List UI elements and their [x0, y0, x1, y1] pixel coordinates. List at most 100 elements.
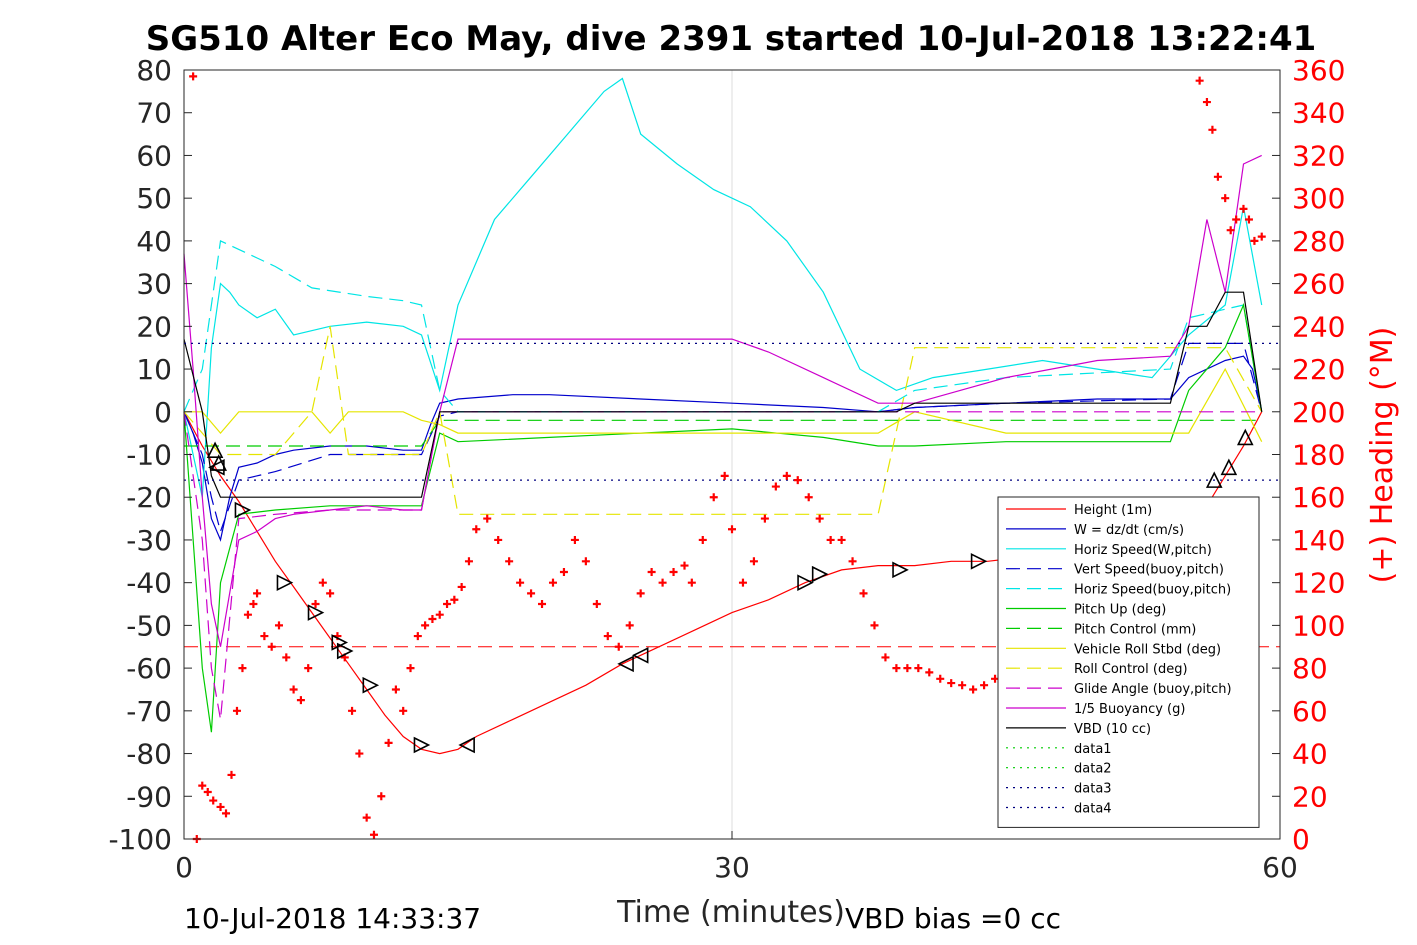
heading-point — [548, 578, 557, 587]
right-tick-label: 80 — [1292, 652, 1328, 685]
heading-point — [296, 696, 305, 705]
heading-point — [421, 621, 430, 630]
heading-point — [198, 781, 207, 790]
heading-point — [914, 664, 923, 673]
y-tick-label: -10 — [126, 439, 172, 472]
y-tick-label: 50 — [136, 182, 172, 215]
heading-point — [1250, 236, 1259, 245]
right-tick-label: 340 — [1292, 97, 1345, 130]
heading-point — [592, 600, 601, 609]
heading-point — [355, 749, 364, 758]
heading-point — [925, 668, 934, 677]
heading-point — [527, 589, 536, 598]
heading-point — [472, 525, 481, 534]
heading-point — [362, 813, 371, 822]
heading-point — [391, 685, 400, 694]
right-tick-label: 360 — [1292, 54, 1345, 87]
heading-point — [698, 535, 707, 544]
heading-point — [969, 685, 978, 694]
triangle-marker — [631, 646, 649, 664]
y-tick-label: 60 — [136, 139, 172, 172]
series-line-8 — [183, 326, 1263, 515]
right-tick-label: 180 — [1292, 439, 1345, 472]
right-tick-label: 100 — [1292, 609, 1345, 642]
heading-point — [892, 664, 901, 673]
x-ticks: 0 30 60 — [175, 831, 1298, 884]
legend-label: W = dz/dt (cm/s) — [1074, 523, 1184, 538]
heading-point — [804, 493, 813, 502]
y-tick-label: -50 — [126, 609, 172, 642]
right-tick-label: 40 — [1292, 738, 1328, 771]
series-line-10 — [183, 154, 1262, 647]
series-line-3 — [183, 342, 1263, 534]
heading-point — [232, 706, 241, 715]
y-tick-label: -100 — [108, 823, 172, 856]
heading-point — [570, 535, 579, 544]
y-tick-label: 10 — [136, 353, 172, 386]
heading-point — [669, 567, 678, 576]
heading-point — [304, 664, 313, 673]
triangle-marker — [458, 736, 475, 754]
triangle-marker — [276, 574, 294, 591]
heading-point — [227, 770, 236, 779]
heading-point — [203, 788, 212, 797]
heading-point — [687, 578, 696, 587]
heading-point — [189, 72, 198, 81]
y-tick-label: 0 — [154, 396, 172, 429]
series-line-2 — [183, 77, 1263, 498]
heading-point — [326, 589, 335, 598]
legend-label: Vehicle Roll Stbd (deg) — [1074, 642, 1221, 657]
heading-point — [406, 664, 415, 673]
heading-point — [636, 589, 645, 598]
x-axis-label: Time (minutes) — [616, 895, 845, 930]
y-tick-label: -90 — [126, 780, 172, 813]
right-ticks: 3603403203002802602402202001801601401201… — [1292, 54, 1345, 856]
heading-point — [428, 614, 437, 623]
heading-point — [450, 595, 459, 604]
triangle-marker — [1205, 471, 1223, 488]
heading-point — [282, 653, 291, 662]
x-tick-label: 30 — [714, 851, 750, 884]
legend-label: data3 — [1074, 782, 1112, 797]
triangle-marker — [336, 642, 354, 660]
heading-point — [399, 706, 408, 715]
heading-point — [1213, 172, 1222, 181]
y-tick-label: -80 — [126, 738, 172, 771]
y-tick-label: 40 — [136, 225, 172, 258]
chart-title: SG510 Alter Eco May, dive 2391 started 1… — [146, 19, 1317, 59]
heading-point — [311, 600, 320, 609]
heading-point — [238, 664, 247, 673]
heading-point — [947, 679, 956, 688]
series-line-4 — [183, 240, 1263, 413]
right-tick-label: 200 — [1292, 396, 1345, 429]
heading-point — [505, 557, 514, 566]
heading-point — [494, 535, 503, 544]
heading-point — [483, 514, 492, 523]
right-tick-label: 0 — [1292, 823, 1310, 856]
heading-point — [1195, 76, 1204, 85]
heading-point — [209, 796, 218, 805]
heading-point — [749, 557, 758, 566]
heading-point — [1208, 125, 1217, 134]
triangle-marker — [892, 561, 909, 579]
heading-point — [870, 621, 879, 630]
heading-point — [369, 830, 378, 839]
heading-point — [709, 493, 718, 502]
triangle-marker — [970, 553, 988, 570]
right-axis-label: (+) Heading (°M) — [1365, 327, 1400, 584]
footer-vbd-bias: VBD bias =0 cc — [845, 902, 1061, 935]
heading-point — [413, 632, 422, 641]
y-tick-label: -70 — [126, 695, 172, 728]
heading-point — [903, 664, 912, 673]
heading-point — [249, 600, 258, 609]
heading-point — [253, 589, 262, 598]
y-tick-label: 30 — [136, 268, 172, 301]
heading-point — [815, 514, 824, 523]
right-tick-label: 60 — [1292, 695, 1328, 728]
heading-point — [680, 561, 689, 570]
heading-point — [216, 802, 225, 811]
heading-point — [1226, 226, 1235, 235]
legend-label: data4 — [1074, 802, 1112, 817]
triangle-marker — [307, 604, 325, 621]
y-tick-label: -30 — [126, 524, 172, 557]
